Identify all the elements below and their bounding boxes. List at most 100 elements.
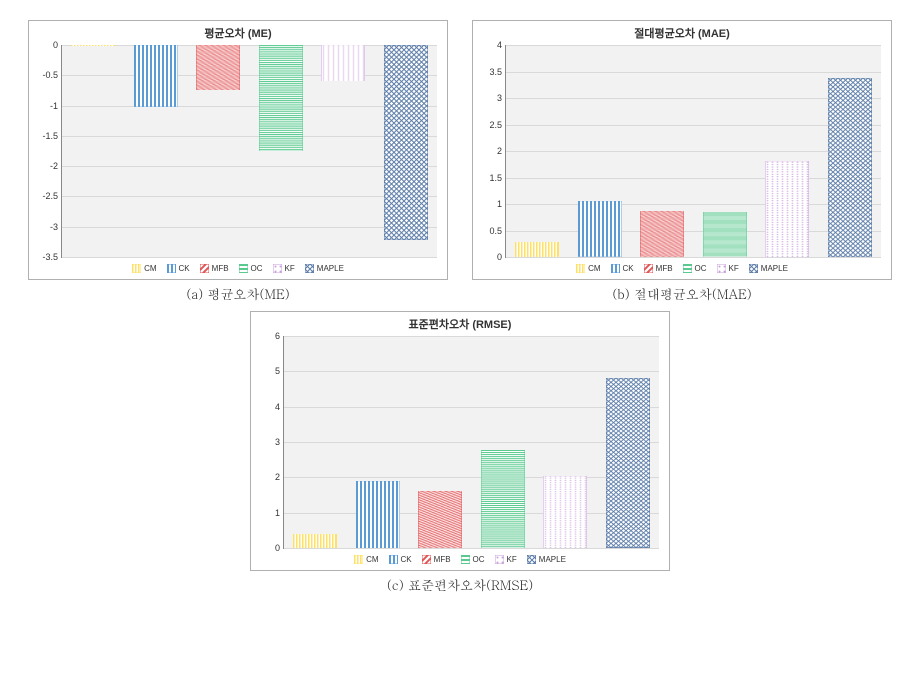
ytick-label: -2 xyxy=(50,161,62,171)
bar-cm xyxy=(515,242,559,257)
legend-item-oc: OC xyxy=(239,264,263,273)
ytick-label: 2.5 xyxy=(489,120,506,130)
legend-label-oc: OC xyxy=(473,555,485,564)
ytick-label: 0.5 xyxy=(489,226,506,236)
chart-a-legend: CM CK MFB OC KF MAPLE xyxy=(29,260,447,279)
legend-item-cm: CM xyxy=(576,264,600,273)
ytick-label: 0 xyxy=(497,252,506,262)
bars-container xyxy=(62,45,437,257)
legend-label-ck: CK xyxy=(401,555,412,564)
ytick-label: 1 xyxy=(497,199,506,209)
legend-label-kf: KF xyxy=(507,555,517,564)
ytick-label: 0 xyxy=(275,543,284,553)
ytick-label: 1.5 xyxy=(489,173,506,183)
ytick-label: -1 xyxy=(50,101,62,111)
legend-label-mfb: MFB xyxy=(434,555,451,564)
bar-maple xyxy=(828,78,872,257)
chart-b-plot: 00.511.522.533.54 xyxy=(505,45,881,258)
bar-cm xyxy=(293,534,337,548)
legend-swatch-mfb xyxy=(422,555,431,564)
ytick-label: 2 xyxy=(497,146,506,156)
chart-a: 평균오차 (ME) -3.5-3-2.5-2-1.5-1-0.50 xyxy=(28,20,448,280)
legend-item-kf: KF xyxy=(273,264,295,273)
panel-a: 평균오차 (ME) -3.5-3-2.5-2-1.5-1-0.50 xyxy=(20,20,456,303)
legend-item-cm: CM xyxy=(132,264,156,273)
legend-swatch-kf xyxy=(495,555,504,564)
legend-swatch-cm xyxy=(132,264,141,273)
ytick-label: -3.5 xyxy=(42,252,62,262)
legend-swatch-oc xyxy=(683,264,692,273)
panel-c-wrap: 표준편차오차 (RMSE) 0123456 xyxy=(20,311,900,594)
ytick-label: 2 xyxy=(275,472,284,482)
legend-swatch-maple xyxy=(305,264,314,273)
legend-swatch-kf xyxy=(273,264,282,273)
legend-label-cm: CM xyxy=(588,264,600,273)
chart-a-title: 평균오차 (ME) xyxy=(29,21,447,43)
bar-maple xyxy=(606,378,650,548)
legend-swatch-maple xyxy=(527,555,536,564)
bar-kf xyxy=(543,476,587,548)
legend-item-ck: CK xyxy=(167,264,190,273)
bar-ck xyxy=(578,201,622,257)
bar-maple xyxy=(384,45,428,240)
gridline xyxy=(62,257,437,258)
legend-swatch-kf xyxy=(717,264,726,273)
bar-ck xyxy=(356,481,400,548)
bar-oc xyxy=(481,450,525,548)
legend-label-oc: OC xyxy=(251,264,263,273)
ytick-label: 4 xyxy=(275,402,284,412)
legend-item-maple: MAPLE xyxy=(749,264,788,273)
chart-b-caption: (b) 절대평균오차(MAE) xyxy=(612,284,751,303)
bar-mfb xyxy=(196,45,240,90)
legend-item-cm: CM xyxy=(354,555,378,564)
gridline xyxy=(284,548,659,549)
legend-swatch-ck xyxy=(389,555,398,564)
ytick-label: 3.5 xyxy=(489,67,506,77)
legend-label-mfb: MFB xyxy=(212,264,229,273)
legend-swatch-maple xyxy=(749,264,758,273)
bar-cm xyxy=(71,45,115,46)
legend-item-kf: KF xyxy=(717,264,739,273)
legend-item-kf: KF xyxy=(495,555,517,564)
ytick-label: 0 xyxy=(53,40,62,50)
ytick-label: -0.5 xyxy=(42,70,62,80)
ytick-label: 4 xyxy=(497,40,506,50)
legend-swatch-ck xyxy=(611,264,620,273)
legend-item-maple: MAPLE xyxy=(305,264,344,273)
legend-label-kf: KF xyxy=(285,264,295,273)
ytick-label: 1 xyxy=(275,508,284,518)
legend-item-ck: CK xyxy=(611,264,634,273)
bar-oc xyxy=(703,212,747,257)
legend-swatch-cm xyxy=(576,264,585,273)
legend-label-maple: MAPLE xyxy=(761,264,788,273)
legend-label-mfb: MFB xyxy=(656,264,673,273)
ytick-label: 3 xyxy=(275,437,284,447)
chart-b-title: 절대평균오차 (MAE) xyxy=(473,21,891,43)
bar-kf xyxy=(765,161,809,257)
ytick-label: -2.5 xyxy=(42,191,62,201)
bars-container xyxy=(284,336,659,548)
ytick-label: 6 xyxy=(275,331,284,341)
chart-c-caption: (c) 표준편차오차(RMSE) xyxy=(387,575,533,594)
ytick-label: 5 xyxy=(275,366,284,376)
chart-c: 표준편차오차 (RMSE) 0123456 xyxy=(250,311,670,571)
bar-ck xyxy=(134,45,178,107)
legend-label-maple: MAPLE xyxy=(539,555,566,564)
legend-swatch-oc xyxy=(239,264,248,273)
legend-item-mfb: MFB xyxy=(644,264,673,273)
legend-label-kf: KF xyxy=(729,264,739,273)
panel-c: 표준편차오차 (RMSE) 0123456 xyxy=(250,311,670,594)
chart-b: 절대평균오차 (MAE) 00.511.522.533.54 xyxy=(472,20,892,280)
gridline xyxy=(506,257,881,258)
chart-c-plot: 0123456 xyxy=(283,336,659,549)
legend-swatch-mfb xyxy=(644,264,653,273)
legend-label-maple: MAPLE xyxy=(317,264,344,273)
figure-grid: 평균오차 (ME) -3.5-3-2.5-2-1.5-1-0.50 xyxy=(20,20,900,594)
legend-swatch-ck xyxy=(167,264,176,273)
legend-label-cm: CM xyxy=(366,555,378,564)
chart-c-title: 표준편차오차 (RMSE) xyxy=(251,312,669,334)
bar-kf xyxy=(321,45,365,81)
chart-b-legend: CM CK MFB OC KF MAPLE xyxy=(473,260,891,279)
legend-swatch-oc xyxy=(461,555,470,564)
legend-label-cm: CM xyxy=(144,264,156,273)
